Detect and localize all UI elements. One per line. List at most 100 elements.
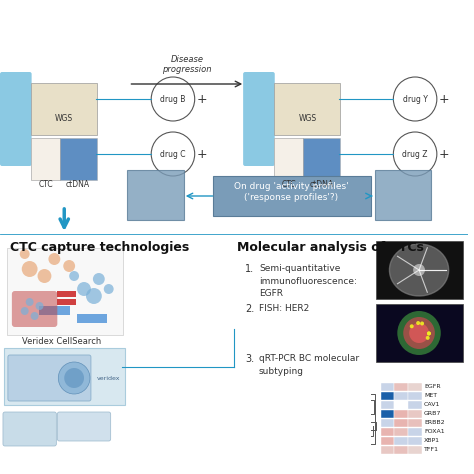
Bar: [381, 446, 394, 454]
Text: CAV1: CAV1: [424, 402, 440, 407]
Bar: [394, 437, 408, 445]
FancyBboxPatch shape: [8, 355, 91, 401]
Bar: [408, 392, 421, 400]
FancyBboxPatch shape: [57, 412, 111, 441]
Text: ERBB2: ERBB2: [424, 420, 445, 425]
Text: drug Z: drug Z: [402, 149, 428, 158]
Circle shape: [151, 132, 195, 176]
Bar: [408, 419, 421, 427]
Text: 2.: 2.: [245, 304, 255, 314]
FancyBboxPatch shape: [213, 176, 371, 216]
Circle shape: [20, 249, 30, 259]
Text: WGS: WGS: [298, 113, 317, 122]
Circle shape: [413, 264, 425, 276]
Bar: [408, 437, 421, 445]
Bar: [381, 401, 394, 409]
Circle shape: [63, 260, 75, 272]
Circle shape: [58, 362, 90, 394]
FancyBboxPatch shape: [128, 170, 184, 220]
FancyBboxPatch shape: [31, 83, 97, 135]
Circle shape: [410, 338, 415, 343]
Circle shape: [77, 282, 91, 296]
Circle shape: [393, 132, 437, 176]
Circle shape: [427, 334, 430, 338]
FancyBboxPatch shape: [274, 138, 303, 180]
Bar: [381, 437, 394, 445]
Text: drug C: drug C: [160, 149, 186, 158]
FancyBboxPatch shape: [0, 72, 32, 166]
Text: drug B: drug B: [160, 94, 186, 103]
Bar: [394, 392, 408, 400]
Circle shape: [93, 273, 105, 285]
FancyBboxPatch shape: [7, 248, 123, 335]
FancyBboxPatch shape: [303, 138, 340, 180]
Text: Semi-quantitative
immunofluorescence:
EGFR: Semi-quantitative immunofluorescence: EG…: [259, 264, 357, 298]
FancyBboxPatch shape: [12, 291, 57, 327]
Circle shape: [151, 77, 195, 121]
Circle shape: [407, 332, 411, 336]
Circle shape: [21, 307, 28, 315]
FancyBboxPatch shape: [375, 241, 463, 299]
Bar: [408, 383, 421, 391]
Circle shape: [69, 271, 79, 281]
Text: ctDNA: ctDNA: [309, 180, 333, 189]
Text: FISH: HER2: FISH: HER2: [259, 304, 309, 313]
Text: WGS: WGS: [55, 113, 73, 122]
Text: GRB7: GRB7: [424, 411, 441, 416]
Circle shape: [64, 368, 84, 388]
Text: XBP1: XBP1: [424, 438, 440, 443]
Text: CTC: CTC: [281, 180, 296, 189]
Text: +: +: [196, 147, 207, 161]
Text: CTC capture technologies: CTC capture technologies: [10, 241, 189, 254]
Text: 3.: 3.: [245, 354, 254, 364]
FancyBboxPatch shape: [375, 304, 463, 362]
FancyBboxPatch shape: [3, 412, 56, 446]
Text: EGFR: EGFR: [424, 384, 441, 389]
FancyBboxPatch shape: [31, 138, 60, 180]
Circle shape: [409, 323, 429, 343]
Circle shape: [86, 288, 102, 304]
FancyBboxPatch shape: [57, 299, 76, 304]
Bar: [381, 383, 394, 391]
Text: Molecular analysis of CTCs: Molecular analysis of CTCs: [237, 241, 424, 254]
Circle shape: [397, 311, 441, 355]
Text: On drug 'activity profiles'
('response profiles'?): On drug 'activity profiles' ('response p…: [234, 182, 349, 202]
Circle shape: [393, 77, 437, 121]
Text: veridex: veridex: [97, 376, 120, 382]
FancyBboxPatch shape: [374, 170, 431, 220]
FancyBboxPatch shape: [39, 306, 70, 315]
Bar: [381, 419, 394, 427]
Circle shape: [22, 261, 37, 277]
Text: +: +: [438, 92, 449, 106]
Bar: [408, 401, 421, 409]
Circle shape: [37, 269, 51, 283]
Bar: [381, 410, 394, 418]
Circle shape: [411, 339, 415, 343]
FancyBboxPatch shape: [60, 138, 97, 180]
FancyBboxPatch shape: [243, 72, 275, 166]
FancyBboxPatch shape: [77, 313, 107, 322]
Text: +: +: [438, 147, 449, 161]
Circle shape: [36, 302, 44, 310]
Text: FOXA1: FOXA1: [424, 429, 445, 434]
Circle shape: [417, 321, 421, 325]
Polygon shape: [390, 244, 449, 296]
Bar: [394, 446, 408, 454]
Circle shape: [104, 284, 114, 294]
FancyBboxPatch shape: [4, 348, 125, 405]
Bar: [408, 428, 421, 436]
Text: Veridex CellSearch: Veridex CellSearch: [22, 337, 101, 346]
FancyBboxPatch shape: [57, 291, 76, 297]
Circle shape: [427, 333, 431, 337]
Circle shape: [26, 298, 34, 306]
Bar: [381, 428, 394, 436]
Text: Disease
progression: Disease progression: [162, 55, 211, 74]
Text: CTC: CTC: [38, 180, 53, 189]
Text: ctDNA: ctDNA: [66, 180, 90, 189]
FancyBboxPatch shape: [274, 83, 340, 135]
Bar: [381, 392, 394, 400]
Bar: [394, 419, 408, 427]
Bar: [394, 428, 408, 436]
Text: 1.: 1.: [245, 264, 254, 274]
Circle shape: [403, 317, 435, 349]
